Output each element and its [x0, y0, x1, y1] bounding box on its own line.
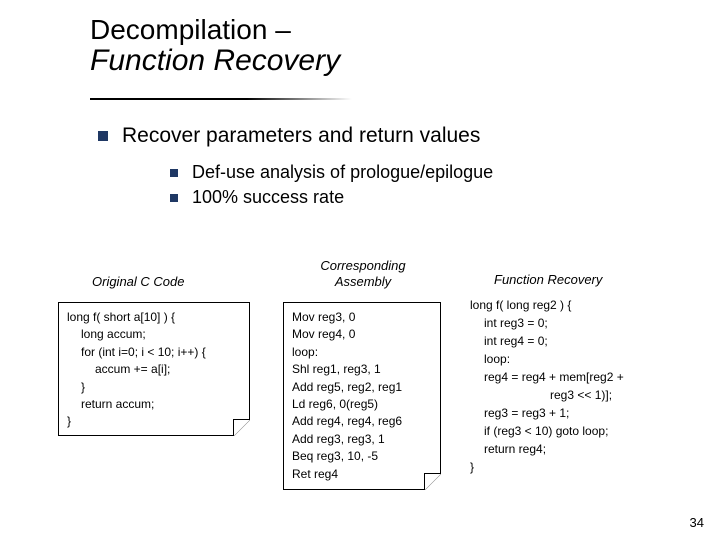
code-line: loop: [292, 345, 318, 359]
slide-title: Decompilation – Function Recovery [90, 14, 340, 78]
bullet-square-icon [170, 169, 178, 177]
slide: Decompilation – Function Recovery Recove… [0, 0, 720, 540]
heading-assembly: Corresponding Assembly [303, 258, 423, 291]
code-line: long f( long reg2 ) { [470, 298, 571, 312]
code-line: Beq reg3, 10, -5 [292, 449, 378, 463]
code-line: } [67, 414, 71, 428]
codebox-original-c: long f( short a[10] ) { long accum; for … [58, 302, 250, 436]
heading-assembly-l1: Corresponding [320, 258, 405, 273]
code-line: reg3 = reg3 + 1; [470, 404, 569, 422]
code-line: long accum; [67, 326, 146, 343]
code-line: Ld reg6, 0(reg5) [292, 397, 378, 411]
bullet-level-2-block: Def-use analysis of prologue/epilogue 10… [170, 162, 493, 212]
slide-number: 34 [690, 515, 704, 530]
code-line: accum += a[i]; [67, 361, 170, 378]
code-line: Add reg3, reg3, 1 [292, 432, 385, 446]
code-line: Add reg5, reg2, reg1 [292, 380, 402, 394]
heading-original-c: Original C Code [92, 274, 185, 290]
bullet-square-icon [170, 194, 178, 202]
code-line: Ret reg4 [292, 467, 338, 481]
heading-assembly-l2: Assembly [335, 274, 391, 289]
bullet-square-icon [98, 131, 108, 141]
code-line: return reg4; [470, 440, 546, 458]
title-underline [90, 98, 352, 100]
code-line: long f( short a[10] ) { [67, 310, 175, 324]
code-line: int reg3 = 0; [470, 314, 548, 332]
bullet-level-2: 100% success rate [170, 187, 493, 208]
code-line: return accum; [67, 396, 154, 413]
code-line: int reg4 = 0; [470, 332, 548, 350]
code-line: Mov reg4, 0 [292, 327, 355, 341]
code-line: if (reg3 < 10) goto loop; [470, 422, 608, 440]
codebox-assembly: Mov reg3, 0 Mov reg4, 0 loop: Shl reg1, … [283, 302, 441, 490]
title-line-2: Function Recovery [90, 44, 340, 78]
code-line: Mov reg3, 0 [292, 310, 355, 324]
heading-function-recovery: Function Recovery [494, 272, 602, 288]
bullet-level-2: Def-use analysis of prologue/epilogue [170, 162, 493, 183]
code-line: reg4 = reg4 + mem[reg2 + [470, 368, 624, 386]
code-line: for (int i=0; i < 10; i++) { [67, 344, 206, 361]
code-line: loop: [470, 350, 510, 368]
code-function-recovery: long f( long reg2 ) { int reg3 = 0; int … [470, 296, 624, 476]
bullet-level-2-text: 100% success rate [192, 187, 344, 208]
code-line: reg3 << 1)]; [470, 386, 612, 404]
title-line-1: Decompilation – [90, 14, 340, 46]
bullet-level-1-text: Recover parameters and return values [122, 124, 480, 148]
code-line: Shl reg1, reg3, 1 [292, 362, 381, 376]
bullet-level-2-text: Def-use analysis of prologue/epilogue [192, 162, 493, 183]
bullet-level-1: Recover parameters and return values [98, 124, 480, 148]
code-line: } [470, 460, 474, 474]
code-line: Add reg4, reg4, reg6 [292, 414, 402, 428]
code-line: } [67, 379, 85, 396]
